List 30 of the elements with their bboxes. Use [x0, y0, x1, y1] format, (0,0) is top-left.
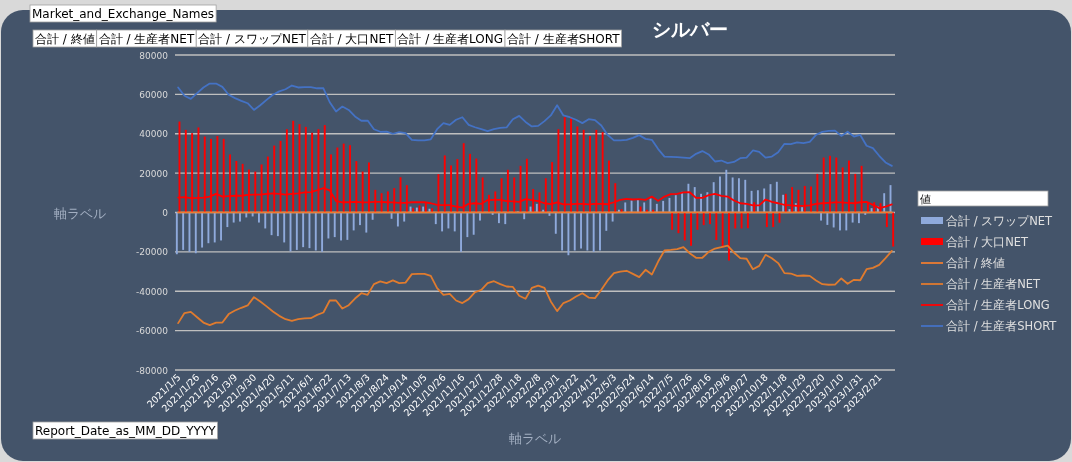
line-series [177, 244, 893, 327]
text: 合計 / スワップNET [198, 31, 307, 46]
legend-label: 合計 / 大口NET [946, 235, 1030, 249]
legend-label: 合計 / 生産者NET [946, 277, 1042, 291]
text: 合計 / 生産者NET [98, 31, 195, 46]
legend-label: 合計 / 終値 [946, 256, 1006, 270]
y-tick-label: -80000 [136, 365, 169, 376]
y-tick-label: 60000 [139, 89, 169, 100]
y-tick-label: 40000 [139, 129, 169, 140]
text: 合計 / 生産者SHORT [507, 31, 621, 46]
y-tick-label: 20000 [139, 168, 169, 179]
y-tick-label: -40000 [136, 286, 169, 297]
x-axis-title: 軸ラベル [509, 431, 561, 446]
text: 合計 / 大口NET [309, 31, 395, 46]
chart-title: シルバー [652, 18, 728, 40]
line-series [177, 187, 893, 210]
legend-label: 合計 / 生産者LONG [946, 298, 1050, 312]
text: Market_and_Exchange_Names [32, 6, 215, 21]
legend-label: 合計 / 生産者SHORT [946, 319, 1058, 333]
text: 合計 / 終値 [35, 31, 95, 46]
y-tick-label: 0 [162, 208, 169, 218]
y-tick-label: 80000 [139, 50, 169, 61]
text: Report_Date_as_MM_DD_YYYY [35, 423, 217, 438]
y-tick-label: -60000 [136, 326, 169, 337]
y-axis-title: 軸ラベル [54, 205, 106, 221]
legend-title: 値 [920, 193, 931, 206]
text: 合計 / 生産者LONG [397, 31, 504, 46]
line-series [177, 82, 893, 167]
legend-label: 合計 / スワップNET [946, 214, 1054, 228]
y-tick-label: -20000 [136, 247, 169, 258]
